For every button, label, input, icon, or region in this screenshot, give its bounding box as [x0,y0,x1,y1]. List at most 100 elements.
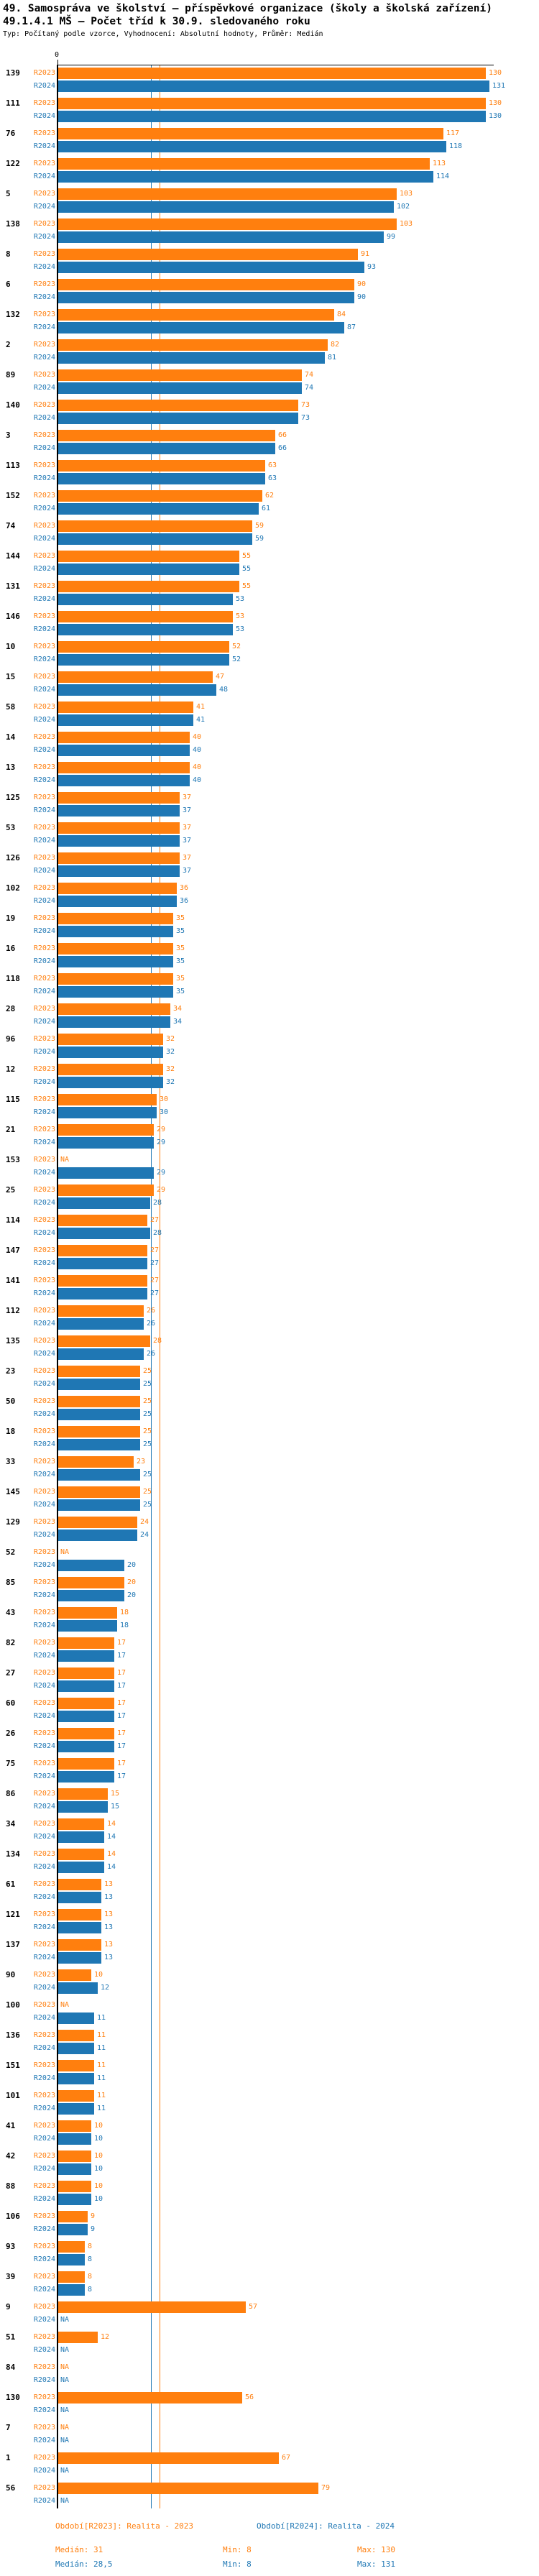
bar-row: 60 R2023 17 [0,1698,539,1709]
value-label-r2023: 29 [157,1186,166,1194]
series-label-r2024: R2024 [33,2406,55,2414]
bar-zone: 8 [58,2271,539,2283]
series-label-r2023: R2023 [33,2393,55,2401]
bar-row: R2024 55 [0,564,539,575]
bar-zone: 13 [58,1939,539,1951]
bar-zone: 37 [58,805,539,816]
value-label-r2023: 27 [150,1276,160,1284]
value-label-r2023: 37 [183,824,192,832]
legend-period-2024: Období[R2024]: Realita - 2024 [257,2521,395,2531]
bar-row: 7 R2023 NA [0,2422,539,2434]
bar-zone: 13 [58,1922,539,1933]
value-label-r2024: 13 [104,1893,114,1901]
bar-r2023 [58,943,173,954]
bar-r2024 [58,2012,94,2024]
bar-row: 56 R2023 79 [0,2483,539,2494]
bar-zone: 25 [58,1469,539,1481]
value-label-r2023: 29 [157,1126,166,1133]
bar-zone: 52 [58,654,539,666]
series-label-r2023: R2023 [33,492,55,500]
value-label-r2023: 11 [97,2061,106,2069]
category-group: 41 R2023 10 R2024 10 [0,2120,539,2145]
value-label-r2023: 23 [137,1458,146,1466]
bar-row: 1 R2023 67 [0,2452,539,2464]
series-label-r2024: R2024 [33,112,55,120]
bar-r2024 [58,654,229,666]
bar-row: 151 R2023 11 [0,2060,539,2071]
bar-zone: NA [58,2496,539,2507]
na-label-r2024: NA [60,2467,70,2475]
series-label-r2023: R2023 [33,69,55,77]
bar-r2024 [58,805,180,816]
value-label-r2023: 20 [127,1578,137,1586]
series-label-r2024: R2024 [33,1501,55,1509]
value-label-r2023: 41 [196,703,206,711]
value-label-r2023: 25 [143,1397,152,1405]
bar-r2023 [58,1486,140,1498]
value-label-r2024: 63 [268,474,277,482]
value-label-r2024: 17 [117,1652,126,1660]
bar-zone: 17 [58,1741,539,1752]
bar-r2023 [58,551,239,562]
bar-zone: 17 [58,1637,539,1649]
bar-row: 12 R2023 32 [0,1064,539,1075]
series-label-r2024: R2024 [33,1380,55,1388]
bar-r2023 [58,2181,91,2192]
row-id-label: 126 [6,853,20,862]
bar-zone: 40 [58,762,539,773]
bar-row: R2024 25 [0,1499,539,1511]
series-label-r2024: R2024 [33,1320,55,1328]
bar-zone: 10 [58,2120,539,2132]
bar-r2023 [58,732,190,743]
report-header: 49. Samospráva ve školství – příspěvkové… [3,2,492,40]
value-label-r2024: 15 [111,1803,120,1811]
series-label-r2024: R2024 [33,1259,55,1267]
value-label-r2024: 32 [166,1048,175,1056]
bar-r2024 [58,80,489,92]
bar-zone: 17 [58,1680,539,1692]
bar-r2023 [58,2150,91,2162]
bar-zone: 11 [58,2012,539,2024]
bar-r2024 [58,624,233,635]
bar-r2023 [58,2452,279,2464]
bar-zone: 59 [58,520,539,532]
bar-r2024 [58,564,239,575]
bar-zone: 30 [58,1094,539,1105]
bar-zone: 36 [58,883,539,894]
bar-r2023 [58,973,173,985]
bar-r2024 [58,1167,154,1179]
value-label-r2024: 26 [147,1320,156,1328]
bar-row: 50 R2023 25 [0,1396,539,1407]
category-group: 88 R2023 10 R2024 10 [0,2181,539,2205]
series-label-r2023: R2023 [33,1276,55,1284]
value-label-r2024: 25 [143,1471,152,1478]
row-id-label: 3 [6,431,11,440]
row-id-label: 134 [6,1849,20,1859]
bar-zone: 13 [58,1952,539,1964]
row-id-label: 129 [6,1517,20,1527]
bar-zone: 56 [58,2392,539,2404]
category-group: 16 R2023 35 R2024 35 [0,943,539,967]
row-id-label: 60 [6,1698,16,1708]
row-id-label: 39 [6,2272,16,2281]
bar-row: R2024 8 [0,2254,539,2266]
value-label-r2024: 26 [147,1350,156,1358]
bar-row: R2024 29 [0,1167,539,1179]
series-label-r2024: R2024 [33,1742,55,1750]
value-label-r2024: 40 [193,776,202,784]
bar-zone: 41 [58,714,539,726]
value-label-r2023: 37 [183,794,192,801]
bar-zone: 17 [58,1698,539,1709]
bar-r2023 [58,2241,85,2253]
category-group: 93 R2023 8 R2024 8 [0,2241,539,2266]
bar-r2023 [58,1728,114,1739]
bar-zone: 82 [58,339,539,351]
value-label-r2023: 26 [147,1307,156,1315]
bar-r2023 [58,641,229,653]
bar-zone: 90 [58,292,539,303]
value-label-r2024: 28 [153,1199,162,1207]
page-subtitle: 49.1.4.1 MŠ – Počet tříd k 30.9. sledova… [3,16,310,28]
na-label-r2024: NA [60,2406,70,2414]
category-group: 129 R2023 24 R2024 24 [0,1517,539,1541]
series-label-r2024: R2024 [33,1622,55,1629]
